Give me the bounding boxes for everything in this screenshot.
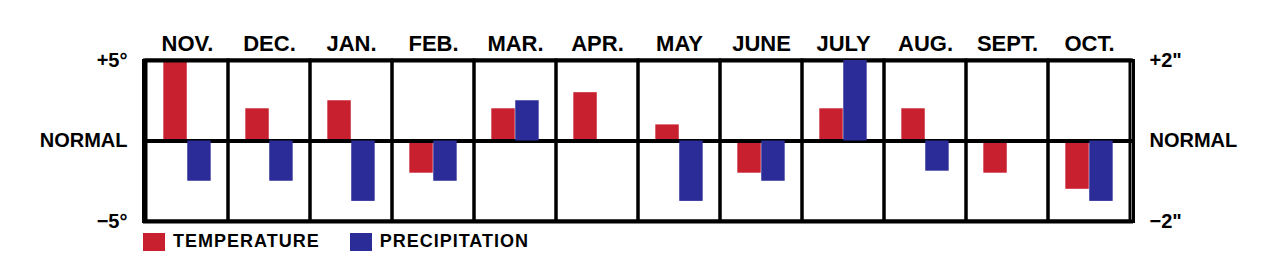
svg-text:+5°: +5° xyxy=(97,49,128,71)
svg-text:MAR.: MAR. xyxy=(487,31,543,56)
svg-text:NORMAL: NORMAL xyxy=(40,129,128,151)
svg-text:JUNE: JUNE xyxy=(732,31,791,56)
svg-text:JULY: JULY xyxy=(816,31,871,56)
svg-text:FEB.: FEB. xyxy=(408,31,458,56)
html-text:PRECIPITATION: PRECIPITATION xyxy=(379,231,529,251)
svg-text:−5°: −5° xyxy=(97,210,128,232)
svg-text:SEPT.: SEPT. xyxy=(977,31,1038,56)
svg-text:MAY: MAY xyxy=(656,31,703,56)
svg-text:JAN.: JAN. xyxy=(326,31,376,56)
svg-text:NOV.: NOV. xyxy=(162,31,214,56)
svg-text:APR.: APR. xyxy=(571,31,624,56)
svg-text:−2": −2" xyxy=(1150,210,1182,232)
svg-text:NORMAL: NORMAL xyxy=(1150,129,1238,151)
svg-text:+2": +2" xyxy=(1150,49,1182,71)
html-text:TEMPERATURE: TEMPERATURE xyxy=(173,231,320,251)
svg-text:OCT.: OCT. xyxy=(1064,31,1114,56)
svg-text:AUG.: AUG. xyxy=(898,31,953,56)
svg-text:DEC.: DEC. xyxy=(243,31,296,56)
